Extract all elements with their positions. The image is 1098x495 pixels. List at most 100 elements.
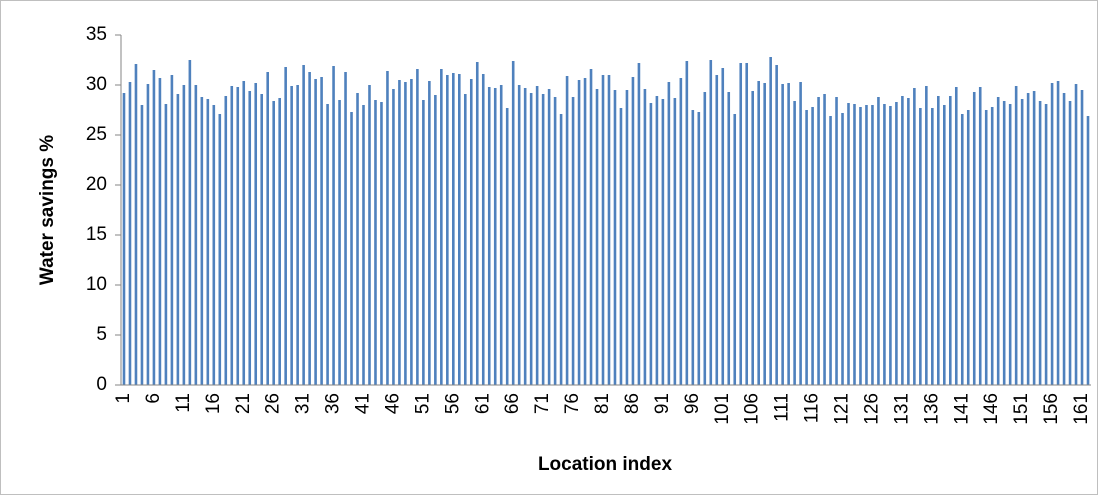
x-tick-label: 61 bbox=[472, 393, 493, 414]
bar bbox=[380, 102, 383, 385]
x-tick-label: 66 bbox=[502, 393, 523, 414]
x-tick-label: 46 bbox=[382, 393, 403, 414]
bar bbox=[440, 69, 443, 385]
bar bbox=[398, 80, 401, 385]
bar bbox=[793, 101, 796, 385]
bar bbox=[332, 66, 335, 385]
bar bbox=[907, 98, 910, 385]
bar bbox=[374, 100, 377, 385]
bar bbox=[607, 75, 611, 385]
bar bbox=[422, 100, 425, 385]
bar bbox=[1044, 104, 1048, 385]
bar bbox=[481, 74, 485, 385]
y-tick-label: 20 bbox=[86, 174, 107, 195]
bar bbox=[1080, 90, 1084, 385]
bar bbox=[769, 57, 772, 385]
x-tick-label: 116 bbox=[802, 393, 823, 423]
bar bbox=[667, 82, 671, 385]
bar bbox=[553, 97, 557, 385]
bar bbox=[152, 70, 156, 385]
bar bbox=[883, 104, 886, 385]
bar bbox=[1050, 83, 1054, 385]
bar bbox=[194, 85, 198, 385]
bar bbox=[691, 110, 695, 385]
bar bbox=[577, 80, 581, 385]
bar bbox=[763, 83, 766, 385]
bar bbox=[571, 97, 575, 385]
x-tick-label: 26 bbox=[263, 393, 284, 414]
x-tick-label: 31 bbox=[293, 393, 314, 414]
x-axis-title: Location index bbox=[538, 454, 673, 475]
bar bbox=[960, 114, 964, 385]
x-tick-label: 156 bbox=[1041, 393, 1062, 425]
bar bbox=[344, 72, 347, 385]
x-tick-label: 1 bbox=[113, 393, 134, 404]
x-tick-label: 91 bbox=[652, 393, 673, 414]
bar bbox=[613, 90, 617, 385]
bar bbox=[362, 105, 365, 385]
bar bbox=[170, 75, 174, 385]
bar bbox=[517, 85, 521, 385]
bar bbox=[637, 63, 641, 385]
bar bbox=[158, 78, 162, 385]
bar bbox=[871, 105, 874, 385]
bar bbox=[751, 91, 754, 385]
bar bbox=[320, 77, 323, 385]
bar bbox=[817, 97, 820, 385]
y-tick-label: 35 bbox=[86, 24, 107, 45]
bar bbox=[757, 81, 760, 385]
bar bbox=[649, 103, 653, 385]
bar bbox=[805, 110, 808, 385]
bar bbox=[643, 89, 647, 385]
bar bbox=[948, 96, 952, 385]
bar bbox=[954, 87, 958, 385]
bar bbox=[781, 84, 784, 385]
bar bbox=[392, 89, 395, 385]
y-tick-label: 5 bbox=[96, 324, 107, 345]
bar bbox=[302, 65, 305, 385]
bar bbox=[745, 63, 749, 385]
bar bbox=[499, 85, 503, 385]
bar bbox=[446, 75, 449, 385]
bar bbox=[595, 89, 599, 385]
bar bbox=[847, 103, 850, 385]
x-tick-label: 41 bbox=[353, 393, 374, 414]
bar bbox=[775, 65, 778, 385]
bar bbox=[206, 99, 210, 385]
bar bbox=[937, 96, 940, 385]
bar bbox=[368, 85, 371, 385]
y-tick-label: 30 bbox=[86, 74, 107, 95]
y-tick-label: 0 bbox=[96, 374, 107, 395]
bar bbox=[1038, 101, 1042, 385]
bar bbox=[966, 110, 970, 385]
bar bbox=[511, 61, 515, 385]
bar bbox=[703, 92, 707, 385]
x-tick-label: 21 bbox=[233, 393, 254, 414]
bar bbox=[254, 83, 258, 385]
x-tick-label: 126 bbox=[861, 393, 882, 425]
bar bbox=[984, 110, 988, 385]
bar bbox=[212, 105, 216, 385]
bar bbox=[787, 83, 790, 385]
bar bbox=[128, 82, 132, 385]
bar bbox=[308, 72, 311, 385]
bar bbox=[260, 94, 264, 385]
bar bbox=[272, 101, 275, 385]
bar bbox=[1074, 84, 1078, 385]
bar bbox=[146, 84, 150, 385]
bar bbox=[619, 108, 623, 385]
bar bbox=[1068, 101, 1072, 385]
bar bbox=[925, 86, 928, 385]
bar bbox=[1008, 104, 1012, 385]
x-tick-label: 51 bbox=[412, 393, 433, 414]
bar bbox=[290, 86, 293, 385]
bar bbox=[829, 116, 832, 385]
x-tick-label: 136 bbox=[921, 393, 942, 425]
bar bbox=[188, 60, 192, 385]
bar bbox=[1002, 101, 1006, 385]
bar bbox=[721, 68, 725, 385]
bar bbox=[475, 62, 479, 385]
bar bbox=[859, 107, 862, 385]
x-tick-label: 121 bbox=[832, 393, 853, 425]
